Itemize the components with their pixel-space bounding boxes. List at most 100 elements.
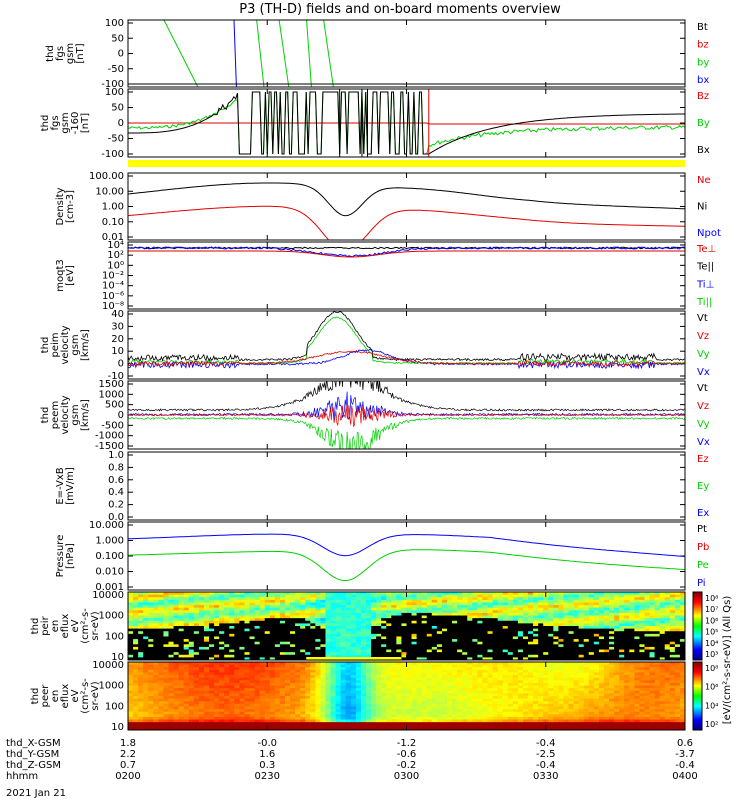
ephemeris-label: hhmm xyxy=(6,771,38,782)
legend-entry: Ex xyxy=(697,508,709,519)
panel-ylabel: sr-eV) xyxy=(90,611,101,640)
y-tick-label: 10⁰ xyxy=(107,260,124,271)
panel-data xyxy=(128,20,685,87)
colorbar-tick: 10⁵ xyxy=(705,628,718,637)
panel-2: thd fgs gsm -160 [nT] 100 50 0 -50 -100 Bz By Bx xyxy=(40,87,710,167)
legend-entry: Bt xyxy=(697,22,708,33)
panel-data xyxy=(128,381,685,449)
y-tick-label: 20 xyxy=(111,334,124,345)
legend-entry: bx xyxy=(697,75,709,86)
series-Ne xyxy=(128,205,685,240)
y-tick-label: 0.01 xyxy=(102,232,124,243)
ephemeris-value: -3.7 xyxy=(675,749,695,760)
series-bx xyxy=(233,20,237,87)
y-tick-label: 0 xyxy=(118,49,124,60)
y-tick-label: 500 xyxy=(105,400,124,411)
panel-ylabel: -160 xyxy=(70,112,81,135)
ephemeris-value: -2.5 xyxy=(536,749,556,760)
colorbar-tick: 10² xyxy=(705,720,718,729)
y-tick-label: -500 xyxy=(101,420,124,431)
series-Pi xyxy=(128,533,685,557)
ephemeris-value: 0400 xyxy=(672,771,697,782)
series-Vx xyxy=(128,348,685,370)
panel-data xyxy=(128,311,685,370)
legend-entry: Ti|| xyxy=(696,297,712,308)
panel-ylabel: thd xyxy=(30,618,41,635)
legend-entry: Vy xyxy=(697,349,710,360)
colorbar xyxy=(692,661,703,731)
panel-ylabel: [mV/m] xyxy=(65,467,76,505)
panel-data xyxy=(128,182,685,240)
y-tick-label: 100 xyxy=(105,701,124,712)
colorbar-tick: 10⁴ xyxy=(705,639,718,648)
y-tick-label: 10.000 xyxy=(89,520,124,531)
legend-entry: Vt xyxy=(697,313,708,324)
y-tick-label: 10.00 xyxy=(95,186,124,197)
y-tick-label: -50 xyxy=(108,64,124,75)
y-tick-label: 10² xyxy=(107,250,124,261)
legend-entry: Pb xyxy=(697,542,709,553)
panel-ylabel: thd xyxy=(40,407,51,424)
plot-date: 2021 Jan 21 xyxy=(6,788,66,799)
panel-ylabel: [km/s] xyxy=(80,399,91,431)
panel-10: thd peer en eflux eV (cm²-s-sr-eV) 10000 1000 10… xyxy=(30,660,718,733)
colorbar-label: [eV/(cm²-s-sr-eV)] (All Qs) xyxy=(722,596,733,725)
panel-ylabel: thd xyxy=(40,337,51,354)
panel-ylabel: [nT] xyxy=(80,113,91,133)
legend-entry: Npot xyxy=(697,228,721,239)
y-tick-label: 0.8 xyxy=(108,462,124,473)
ephemeris-value: 0230 xyxy=(255,771,280,782)
series-Vy xyxy=(128,316,685,365)
panel-ylabel: peir xyxy=(40,615,51,635)
panel-ylabel: eflux xyxy=(60,684,71,709)
y-tick-label: 1000 xyxy=(99,681,124,692)
legend-entry: Ez xyxy=(697,454,709,465)
panel-ylabel: eV xyxy=(70,689,81,702)
panel-ylabel: thd xyxy=(45,45,56,62)
legend-entry: Ni xyxy=(697,202,707,213)
ephemeris-value: -0.2 xyxy=(397,760,417,771)
legend-entry: Vx xyxy=(697,367,710,378)
ephemeris-value: -1.2 xyxy=(397,738,417,749)
legend-entry: By xyxy=(697,118,710,129)
panel-data xyxy=(128,246,685,258)
panel-ylabel: [cm-3] xyxy=(65,190,76,223)
panel-ylabel: en xyxy=(50,620,61,633)
legend-entry: Vx xyxy=(697,437,710,448)
colorbar-tick: 10³ xyxy=(705,650,718,659)
panel-ylabel: peer xyxy=(40,684,51,708)
y-tick-label: 100 xyxy=(105,87,124,98)
panel-ylabel: moqt3 xyxy=(55,259,66,292)
panel-ylabel: velocity xyxy=(60,325,71,364)
panel-ylabel: thd xyxy=(30,688,41,705)
y-tick-label: 10000 xyxy=(92,590,124,601)
y-tick-label: 1.0 xyxy=(108,450,124,461)
panel-ylabel: [nPa] xyxy=(65,543,76,569)
y-tick-label: 100 xyxy=(105,18,124,29)
y-tick-label: 100.00 xyxy=(89,171,124,182)
legend-entry: Vy xyxy=(697,419,710,430)
panel-ylabel: gsm xyxy=(70,334,81,355)
panel-ylabel: gsm xyxy=(70,404,81,425)
quality-bar xyxy=(128,160,685,167)
legend-entry: Te|| xyxy=(696,262,714,273)
panel-ylabel: [km/s] xyxy=(80,329,91,361)
y-tick-label: 0 xyxy=(118,359,124,370)
y-tick-label: 10 xyxy=(111,346,124,357)
legend-entry: Ne xyxy=(697,175,711,186)
series-Vz xyxy=(128,404,685,427)
y-tick-label: 10⁴ xyxy=(107,240,124,251)
panel-frame xyxy=(127,310,686,380)
panel-ylabel: (cm²-s- xyxy=(80,678,91,714)
panel-ylabel: gsm xyxy=(65,43,76,64)
quality-bar xyxy=(306,657,401,661)
series-Vt xyxy=(128,381,685,412)
ephemeris-labels: thd_X-GSM 1.8 -0.0 -1.2 -0.4 0.6 thd_Y-GSM 2.2 1… xyxy=(6,738,698,782)
ephemeris-value: -0.4 xyxy=(675,760,695,771)
series-Pe xyxy=(128,549,685,582)
y-tick-label: 0.0 xyxy=(108,512,124,523)
y-tick-label: 10000 xyxy=(92,660,124,671)
y-tick-label: 10⁻⁴ xyxy=(102,281,124,292)
panel-frame xyxy=(127,172,686,241)
panel-ylabel: E=-VxB xyxy=(55,467,66,504)
